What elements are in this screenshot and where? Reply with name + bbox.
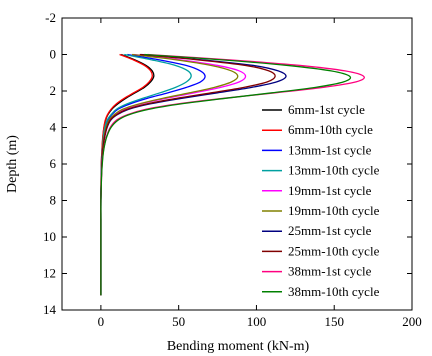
y-tick-label: 0 — [50, 47, 57, 62]
legend-label-7: 25mm-1st cycle — [288, 223, 372, 238]
series-line-6 — [100, 53, 239, 296]
y-axis-title: Depth (m) — [5, 135, 20, 193]
x-tick-label: 50 — [172, 314, 185, 329]
y-tick-label: 4 — [50, 120, 57, 135]
legend-label-3: 13mm-1st cycle — [288, 142, 372, 157]
series-line-2 — [100, 53, 153, 296]
series-line-8 — [100, 53, 276, 296]
series-line-10 — [100, 53, 352, 296]
y-axis-ticks: -2 0 2 4 6 8 10 12 14 — [43, 10, 412, 317]
x-tick-label: 0 — [98, 314, 105, 329]
y-tick-label: 6 — [50, 156, 57, 171]
y-tick-label: 2 — [50, 83, 57, 98]
legend-label-9: 38mm-1st cycle — [288, 264, 372, 279]
legend-label-6: 19mm-10th cycle — [288, 203, 380, 218]
x-tick-label: 150 — [324, 314, 344, 329]
y-tick-label: 8 — [50, 193, 57, 208]
legend-label-10: 38mm-10th cycle — [288, 284, 380, 299]
x-tick-label: 100 — [247, 314, 267, 329]
series-line-1 — [100, 53, 155, 296]
legend-label-5: 19mm-1st cycle — [288, 183, 372, 198]
legend-label-2: 6mm-10th cycle — [288, 122, 373, 137]
legend-label-4: 13mm-10th cycle — [288, 163, 380, 178]
series-line-3 — [100, 53, 206, 296]
y-tick-label: -2 — [45, 10, 56, 25]
legend-label-1: 6mm-1st cycle — [288, 102, 365, 117]
legend: 6mm-1st cycle 6mm-10th cycle 13mm-1st cycl… — [262, 102, 380, 299]
series-line-7 — [100, 53, 287, 296]
x-axis-title: Bending moment (kN-m) — [167, 339, 310, 354]
x-tick-label: 200 — [402, 314, 422, 329]
y-tick-label: 14 — [43, 302, 57, 317]
x-axis-ticks: 0 50 100 150 200 — [98, 18, 422, 329]
series-layer — [100, 53, 365, 296]
y-tick-label: 10 — [43, 229, 56, 244]
legend-label-8: 25mm-10th cycle — [288, 243, 380, 258]
y-tick-label: 12 — [43, 266, 56, 281]
